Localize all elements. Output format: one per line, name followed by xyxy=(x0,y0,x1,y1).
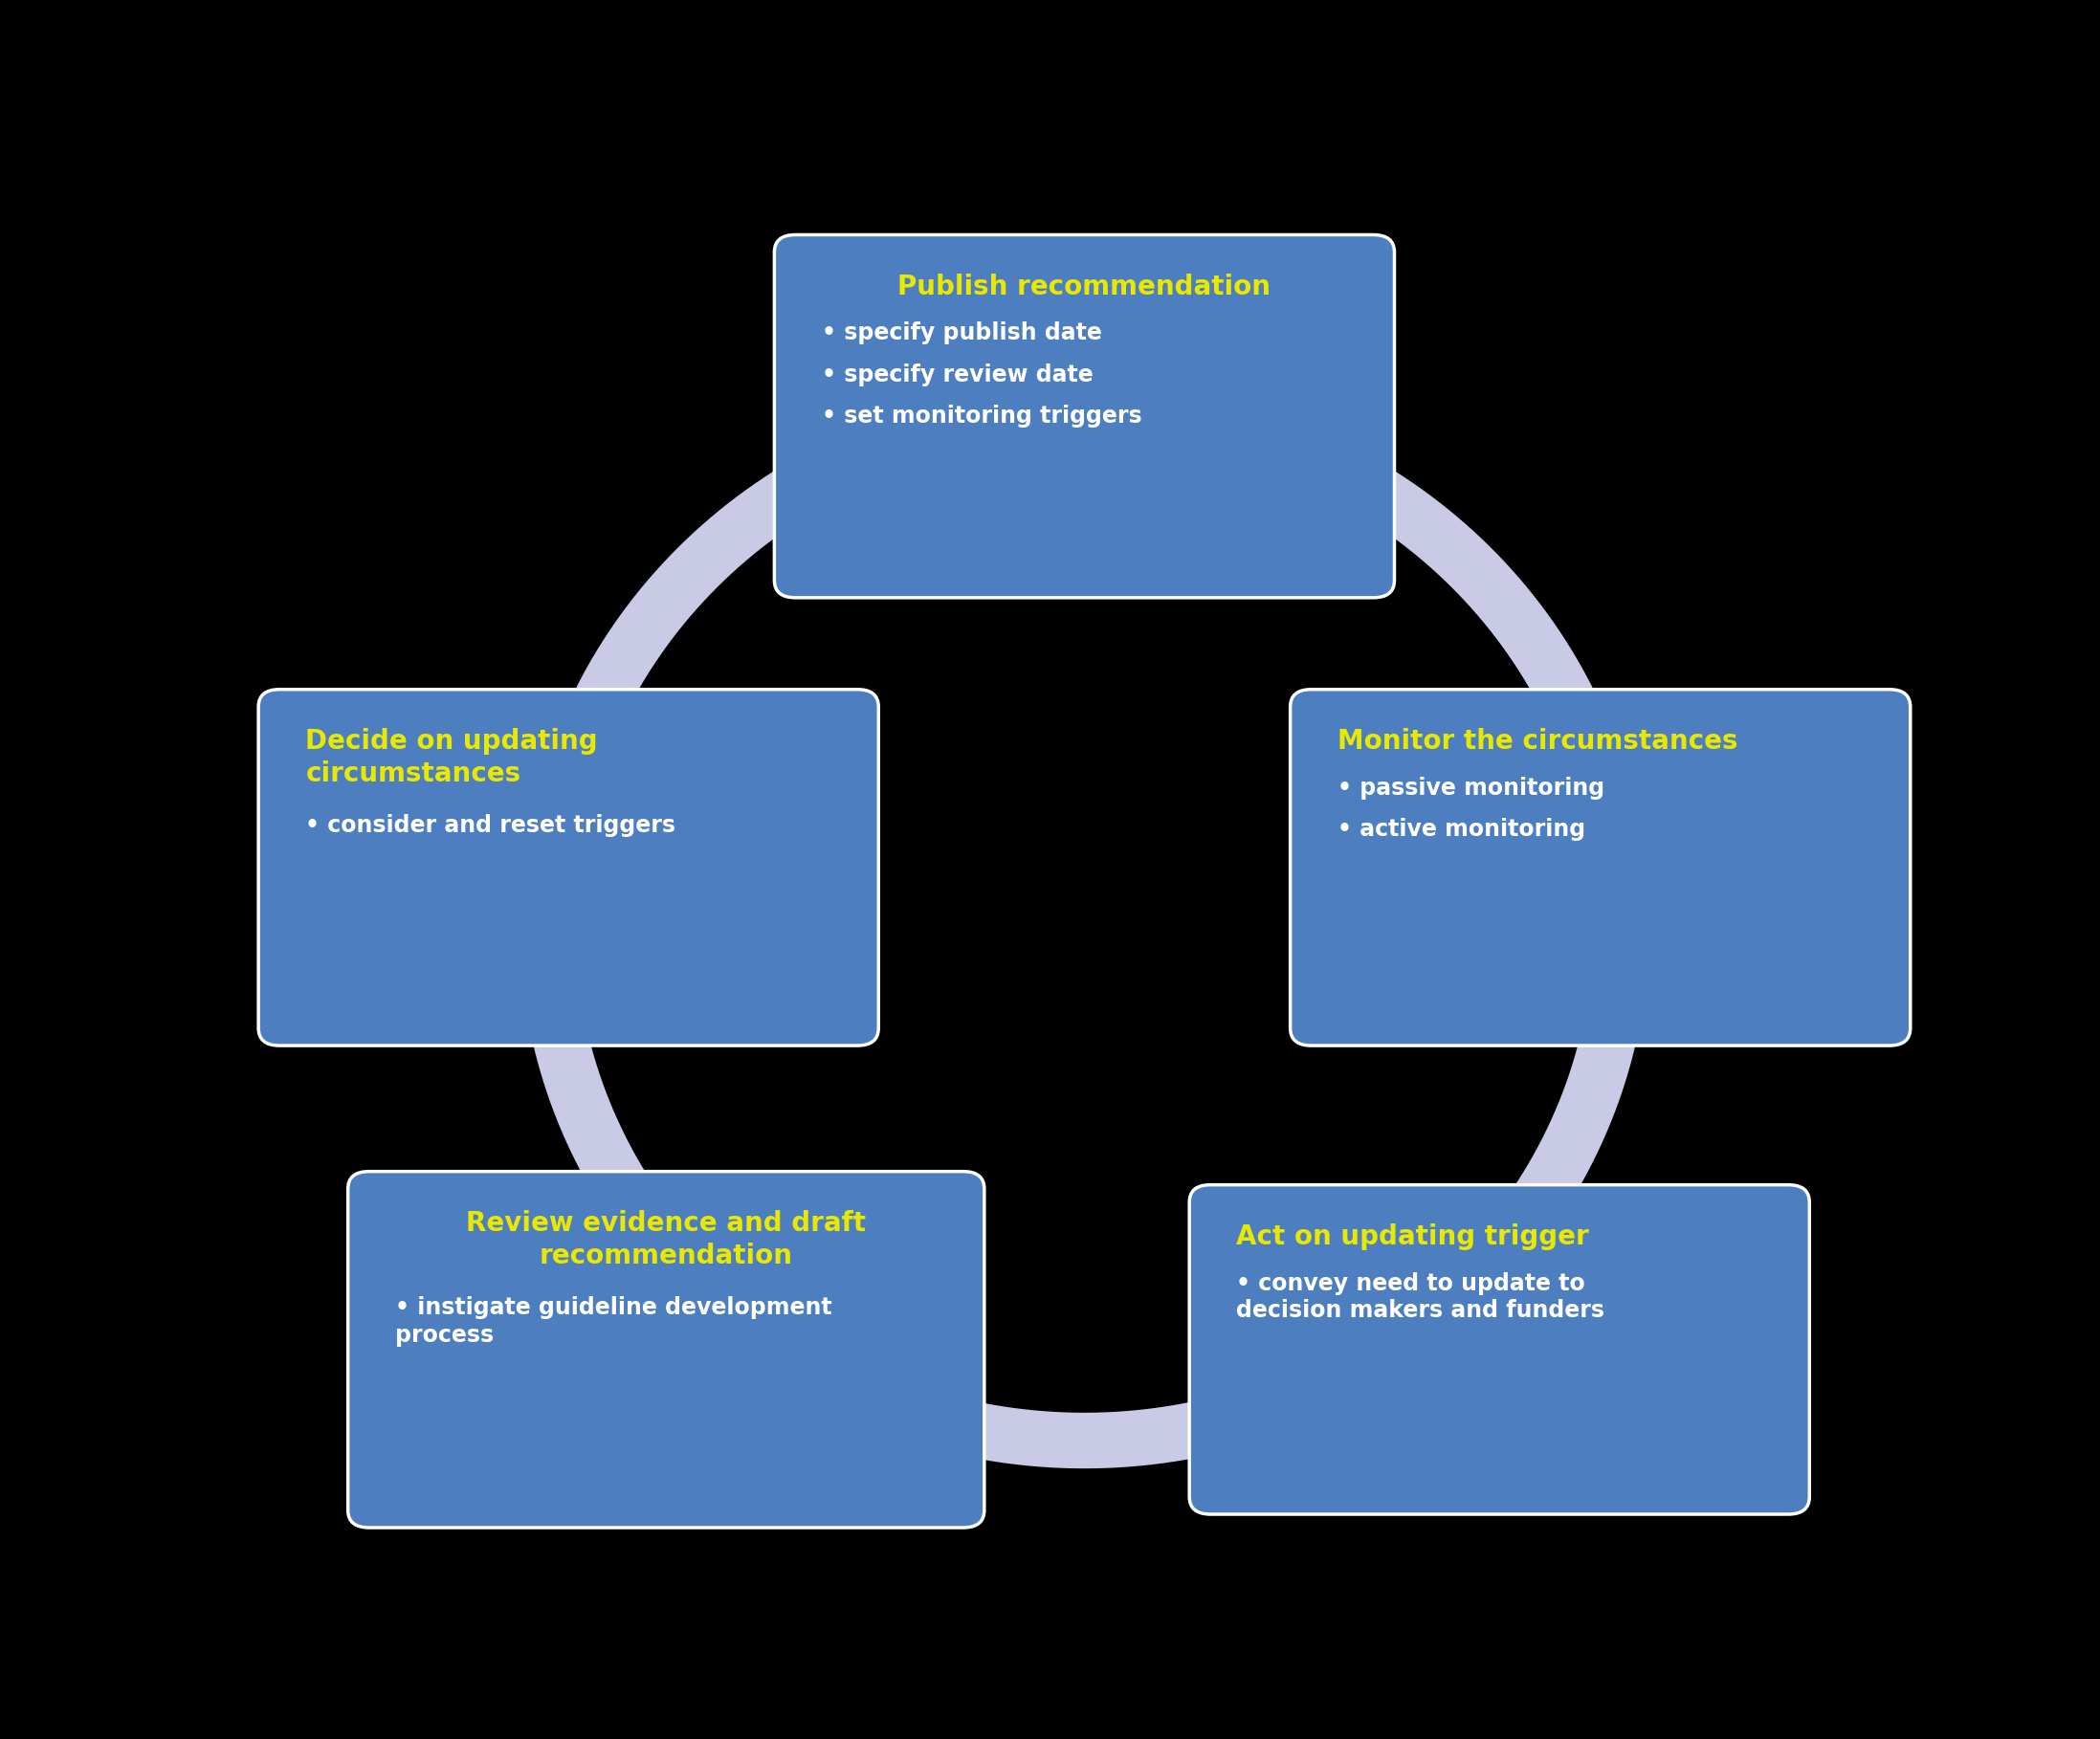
FancyBboxPatch shape xyxy=(258,689,878,1045)
Text: • specify publish date: • specify publish date xyxy=(821,322,1102,344)
Polygon shape xyxy=(953,360,1052,461)
Text: Publish recommendation: Publish recommendation xyxy=(899,273,1270,301)
Text: • convey need to update to
decision makers and funders: • convey need to update to decision make… xyxy=(1237,1271,1604,1322)
FancyBboxPatch shape xyxy=(1189,1184,1810,1515)
Text: • active monitoring: • active monitoring xyxy=(1338,817,1586,842)
Text: • consider and reset triggers: • consider and reset triggers xyxy=(307,814,676,836)
Text: • passive monitoring: • passive monitoring xyxy=(1338,776,1604,800)
Text: Monitor the circumstances: Monitor the circumstances xyxy=(1338,729,1739,755)
Text: Review evidence and draft
recommendation: Review evidence and draft recommendation xyxy=(466,1210,865,1269)
Text: Act on updating trigger: Act on updating trigger xyxy=(1237,1224,1590,1250)
FancyBboxPatch shape xyxy=(349,1172,985,1527)
Text: • specify review date: • specify review date xyxy=(821,363,1092,386)
FancyBboxPatch shape xyxy=(775,235,1394,598)
Text: Decide on updating
circumstances: Decide on updating circumstances xyxy=(307,729,598,788)
Text: • instigate guideline development
process: • instigate guideline development proces… xyxy=(395,1296,832,1346)
FancyBboxPatch shape xyxy=(1289,689,1911,1045)
Text: • set monitoring triggers: • set monitoring triggers xyxy=(821,405,1142,428)
